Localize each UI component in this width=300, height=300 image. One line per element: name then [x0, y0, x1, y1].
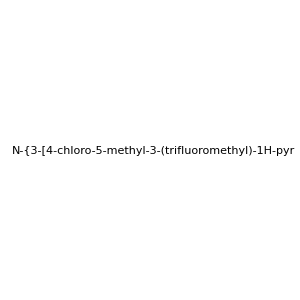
Text: N-{3-[4-chloro-5-methyl-3-(trifluoromethyl)-1H-pyr: N-{3-[4-chloro-5-methyl-3-(trifluorometh…: [12, 146, 296, 157]
